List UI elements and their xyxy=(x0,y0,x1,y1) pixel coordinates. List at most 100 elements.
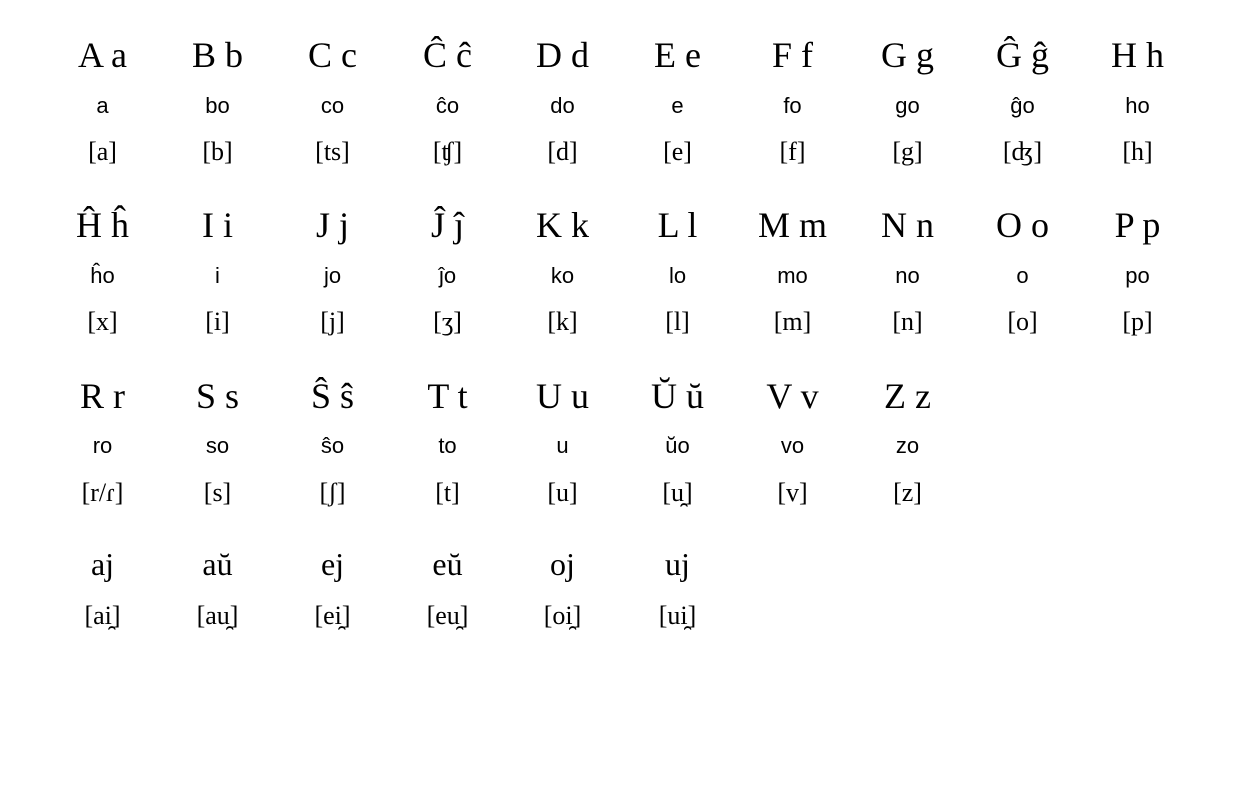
diphthong-pair: oj xyxy=(505,541,620,586)
diphthong-pair: aŭ xyxy=(160,541,275,586)
diphthong-pair: uj xyxy=(620,541,735,586)
empty-cell xyxy=(965,420,1080,462)
diphthong-ipa: [au̯] xyxy=(160,586,275,639)
letter-ipa: [n] xyxy=(850,292,965,345)
letter-ipa: [u] xyxy=(505,463,620,516)
letter-name: do xyxy=(505,80,620,122)
letter-ipa: [h] xyxy=(1080,122,1195,175)
letter-pair: Z z xyxy=(850,371,965,421)
letter-name: so xyxy=(160,420,275,462)
letter-ipa: [e] xyxy=(620,122,735,175)
diphthong-ipa: [ui̯] xyxy=(620,586,735,639)
letter-name: i xyxy=(160,250,275,292)
row-spacer xyxy=(45,345,1195,371)
empty-cell xyxy=(735,541,850,586)
empty-cell xyxy=(735,586,850,639)
alphabet-chart: A aB bC cĈ ĉD dE eF fG gĜ ĝH habocoĉodoe… xyxy=(0,0,1242,669)
letter-ipa: [ʃ] xyxy=(275,463,390,516)
letter-ipa: [f] xyxy=(735,122,850,175)
letter-ipa: [i] xyxy=(160,292,275,345)
letter-ipa: [v] xyxy=(735,463,850,516)
letter-pair: D d xyxy=(505,30,620,80)
letter-name: to xyxy=(390,420,505,462)
letter-name: o xyxy=(965,250,1080,292)
letter-name: ĝo xyxy=(965,80,1080,122)
letter-name: fo xyxy=(735,80,850,122)
empty-cell xyxy=(965,463,1080,516)
letter-pair: A a xyxy=(45,30,160,80)
letter-ipa: [k] xyxy=(505,292,620,345)
empty-cell xyxy=(965,586,1080,639)
diphthong-pair: ej xyxy=(275,541,390,586)
letter-name: bo xyxy=(160,80,275,122)
letter-ipa: [z] xyxy=(850,463,965,516)
letter-name: po xyxy=(1080,250,1195,292)
letter-name: a xyxy=(45,80,160,122)
letter-name: e xyxy=(620,80,735,122)
letter-ipa: [l] xyxy=(620,292,735,345)
letter-ipa: [o] xyxy=(965,292,1080,345)
letter-ipa: [ʤ] xyxy=(965,122,1080,175)
letter-pair: R r xyxy=(45,371,160,421)
letter-name: jo xyxy=(275,250,390,292)
letter-pair: S s xyxy=(160,371,275,421)
letter-ipa: [t] xyxy=(390,463,505,516)
letter-pair: Ĵ ĵ xyxy=(390,200,505,250)
letter-ipa: [g] xyxy=(850,122,965,175)
letter-name: ĉo xyxy=(390,80,505,122)
letter-pair: H h xyxy=(1080,30,1195,80)
letter-pair: J j xyxy=(275,200,390,250)
letter-ipa: [m] xyxy=(735,292,850,345)
letter-name: lo xyxy=(620,250,735,292)
letter-ipa: [x] xyxy=(45,292,160,345)
letter-ipa: [j] xyxy=(275,292,390,345)
letter-ipa: [u̯] xyxy=(620,463,735,516)
empty-cell xyxy=(1080,420,1195,462)
empty-cell xyxy=(965,371,1080,421)
letter-pair: Ĥ ĥ xyxy=(45,200,160,250)
empty-cell xyxy=(1080,463,1195,516)
letter-pair: O o xyxy=(965,200,1080,250)
letter-pair: N n xyxy=(850,200,965,250)
letter-name: ĥo xyxy=(45,250,160,292)
letter-pair: I i xyxy=(160,200,275,250)
diphthong-pair: eŭ xyxy=(390,541,505,586)
letter-pair: G g xyxy=(850,30,965,80)
letter-pair: B b xyxy=(160,30,275,80)
letter-name: u xyxy=(505,420,620,462)
letter-pair: U u xyxy=(505,371,620,421)
letter-ipa: [ʧ] xyxy=(390,122,505,175)
letter-name: ho xyxy=(1080,80,1195,122)
letter-pair: Ŝ ŝ xyxy=(275,371,390,421)
diphthong-ipa: [oi̯] xyxy=(505,586,620,639)
letter-pair: V v xyxy=(735,371,850,421)
letter-ipa: [r/ɾ] xyxy=(45,463,160,516)
letter-name: ŭo xyxy=(620,420,735,462)
letter-pair: E e xyxy=(620,30,735,80)
letter-name: no xyxy=(850,250,965,292)
diphthong-ipa: [ei̯] xyxy=(275,586,390,639)
empty-cell xyxy=(1080,371,1195,421)
letter-name: co xyxy=(275,80,390,122)
letter-pair: T t xyxy=(390,371,505,421)
row-spacer xyxy=(45,174,1195,200)
letter-ipa: [s] xyxy=(160,463,275,516)
letter-ipa: [d] xyxy=(505,122,620,175)
empty-cell xyxy=(850,586,965,639)
letter-name: ĵo xyxy=(390,250,505,292)
empty-cell xyxy=(850,541,965,586)
letter-pair: M m xyxy=(735,200,850,250)
letter-pair: P p xyxy=(1080,200,1195,250)
letter-pair: Ĝ ĝ xyxy=(965,30,1080,80)
letter-ipa: [p] xyxy=(1080,292,1195,345)
empty-cell xyxy=(1080,586,1195,639)
letter-pair: Ŭ ŭ xyxy=(620,371,735,421)
alphabet-grid: A aB bC cĈ ĉD dE eF fG gĜ ĝH habocoĉodoe… xyxy=(45,30,1212,639)
letter-pair: Ĉ ĉ xyxy=(390,30,505,80)
letter-pair: L l xyxy=(620,200,735,250)
diphthong-ipa: [ai̯] xyxy=(45,586,160,639)
letter-ipa: [ts] xyxy=(275,122,390,175)
letter-name: ŝo xyxy=(275,420,390,462)
diphthong-pair: aj xyxy=(45,541,160,586)
letter-ipa: [b] xyxy=(160,122,275,175)
